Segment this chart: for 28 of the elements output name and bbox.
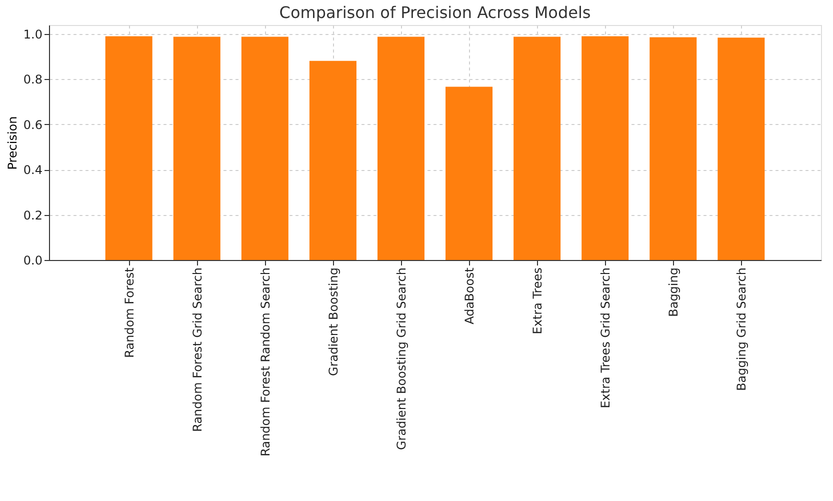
- x-tick-label: Bagging: [666, 268, 681, 317]
- bar: [718, 38, 765, 260]
- bar: [105, 36, 152, 260]
- x-tick-label: Bagging Grid Search: [734, 268, 749, 391]
- x-tick-label: Extra Trees Grid Search: [598, 268, 613, 408]
- x-tick-label: Random Forest: [122, 267, 136, 358]
- y-axis-title: Precision: [5, 116, 20, 170]
- bar: [241, 36, 288, 260]
- chart-title: Comparison of Precision Across Models: [279, 3, 591, 22]
- x-tick-label: Random Forest Random Search: [258, 268, 272, 456]
- x-tick-label: Random Forest Grid Search: [190, 268, 204, 432]
- x-tick-label: Gradient Boosting: [326, 268, 340, 376]
- y-tick-label: 0.8: [23, 72, 42, 87]
- x-tick-label: Gradient Boosting Grid Search: [394, 268, 408, 450]
- bar: [514, 36, 561, 260]
- bar: [377, 36, 424, 260]
- x-tick-label: AdaBoost: [462, 267, 477, 324]
- bar: [446, 86, 493, 260]
- x-tick-label: Extra Trees: [530, 268, 545, 334]
- bar: [173, 36, 220, 260]
- bar: [650, 37, 697, 260]
- y-tick-label: 0.2: [23, 208, 42, 222]
- y-tick-label: 1.0: [23, 28, 42, 42]
- bar: [582, 36, 629, 260]
- y-tick-label: 0.4: [23, 163, 42, 178]
- bar: [309, 60, 356, 260]
- y-tick-label: 0.6: [23, 118, 42, 132]
- y-tick-label: 0.0: [23, 254, 42, 268]
